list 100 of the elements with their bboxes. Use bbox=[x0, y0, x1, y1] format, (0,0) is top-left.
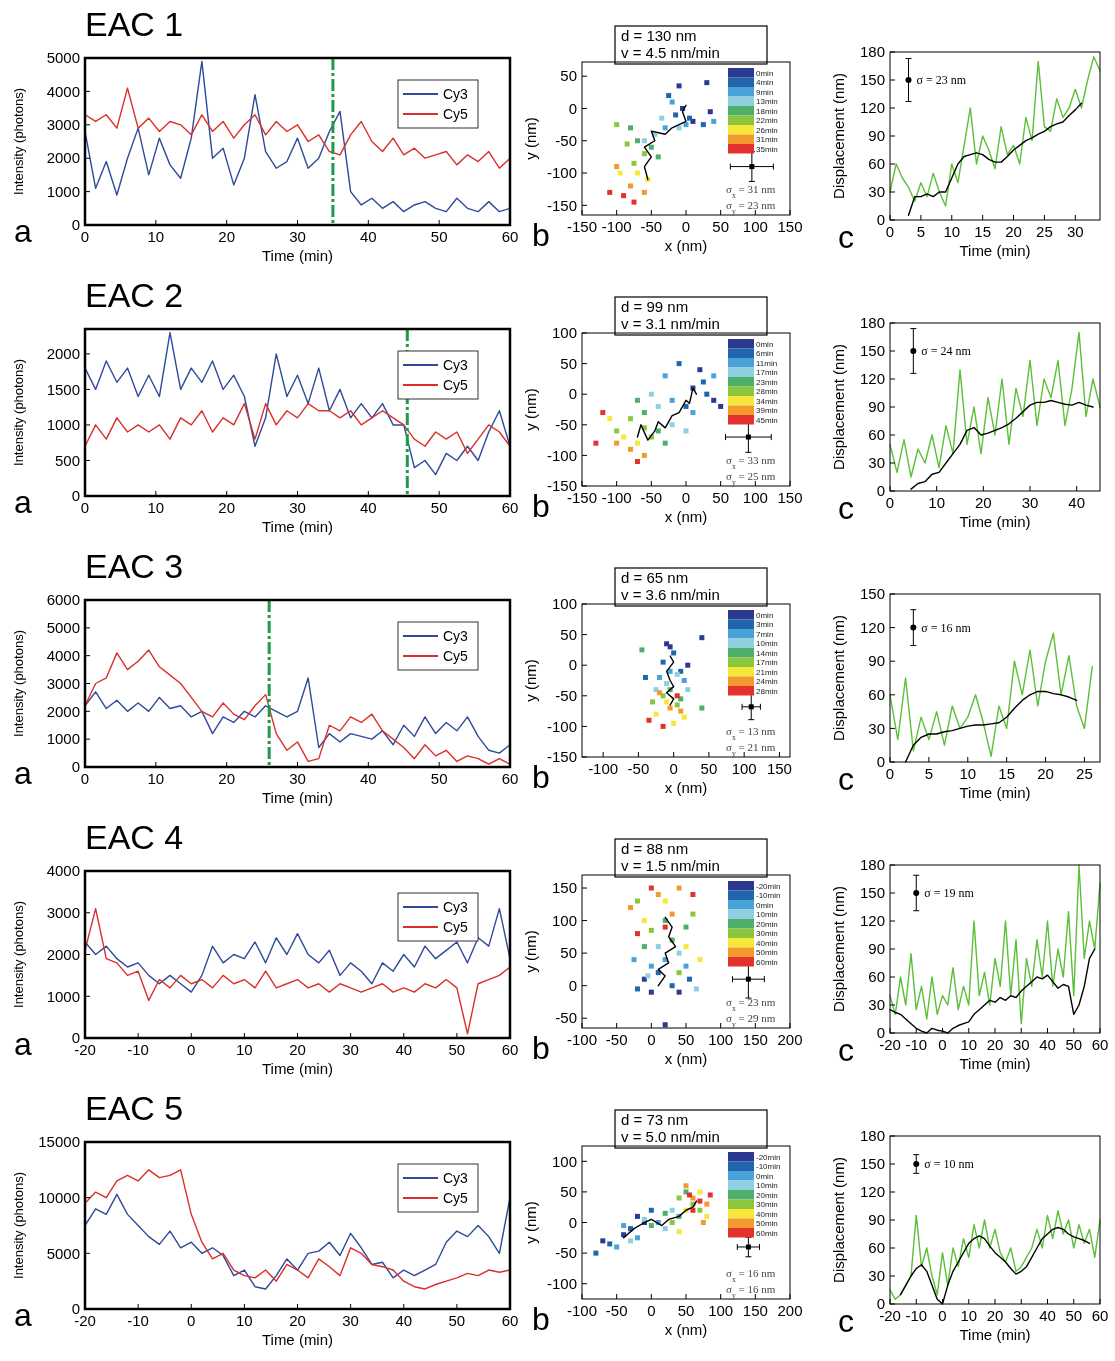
x-tick-label: 50 bbox=[712, 218, 730, 235]
y-tick-label: 1000 bbox=[46, 416, 80, 434]
y-tick-label: 50 bbox=[560, 944, 577, 962]
x-tick-label: 10 bbox=[147, 499, 165, 516]
y-tick-label: 2000 bbox=[46, 945, 80, 963]
y-tick-label: 180 bbox=[859, 43, 885, 61]
y-axis-title: Displacement (nm) bbox=[830, 73, 847, 199]
y-tick-label: 0 bbox=[568, 976, 577, 994]
x-tick-label: -10 bbox=[905, 1307, 928, 1324]
text: v = 3.6 nm/min bbox=[621, 586, 720, 603]
y-tick-label: 90 bbox=[868, 940, 885, 958]
legend-label: 60min bbox=[756, 957, 778, 967]
x-tick-label: 30 bbox=[1012, 1307, 1030, 1324]
annotation: σ$_{x}$ = 16 nm bbox=[726, 1267, 776, 1284]
legend-label: 0min bbox=[756, 900, 774, 910]
x-tick-label: 40 bbox=[359, 770, 377, 787]
y-tick-label: 60 bbox=[868, 1239, 885, 1257]
x-tick-label: 50 bbox=[677, 1031, 695, 1048]
annotation: σ = 16 nm bbox=[921, 620, 972, 635]
y-tick-label: -100 bbox=[546, 446, 577, 464]
y-tick-label: -100 bbox=[546, 164, 577, 182]
legend-label: Cy3 bbox=[443, 627, 469, 644]
text: a bbox=[14, 1297, 32, 1333]
x-tick-label: 50 bbox=[430, 499, 448, 516]
text: c bbox=[838, 1032, 854, 1068]
x-tick-label: 50 bbox=[712, 489, 730, 506]
x-tick-label: -50 bbox=[627, 760, 650, 777]
y-tick-label: 50 bbox=[560, 1183, 577, 1201]
text: b bbox=[532, 1301, 550, 1337]
legend-label: -20min bbox=[756, 1152, 781, 1162]
x-tick-label: 60 bbox=[501, 770, 519, 787]
legend-label: 20min bbox=[756, 1190, 778, 1200]
text: v = 3.1 nm/min bbox=[621, 315, 720, 332]
x-tick-label: 0 bbox=[647, 1302, 656, 1319]
y-tick-label: 2000 bbox=[46, 702, 80, 720]
y-tick-label: 60 bbox=[868, 686, 885, 704]
x-tick-label: 30 bbox=[1066, 223, 1084, 240]
legend-label: 6min bbox=[756, 349, 774, 359]
x-tick-label: 20 bbox=[1037, 765, 1054, 782]
y-axis-title: y (nm) bbox=[522, 930, 539, 973]
x-tick-label: -50 bbox=[605, 1302, 628, 1319]
x-tick-label: 150 bbox=[777, 489, 803, 506]
x-axis-title: Time (min) bbox=[959, 1326, 1031, 1343]
y-tick-label: 150 bbox=[551, 879, 577, 897]
x-tick-label: 10 bbox=[960, 1307, 978, 1324]
text: v = 4.5 nm/min bbox=[621, 44, 720, 61]
x-tick-label: 150 bbox=[742, 1302, 768, 1319]
y-tick-label: 120 bbox=[859, 618, 885, 636]
text: a bbox=[14, 213, 32, 249]
y-axis-title: Displacement (nm) bbox=[830, 886, 847, 1012]
annotation: σ$_{x}$ = 23 nm bbox=[726, 996, 776, 1013]
y-tick-label: 100 bbox=[551, 595, 577, 613]
legend-label: 13min bbox=[756, 97, 778, 107]
y-tick-label: 15000 bbox=[38, 1133, 80, 1151]
legend-label: 20min bbox=[756, 919, 778, 929]
annotation: σ$_{y}$ = 25 nm bbox=[726, 470, 776, 487]
y-axis-title: Intensity (photons) bbox=[11, 630, 26, 737]
y-tick-label: 180 bbox=[859, 314, 885, 332]
x-axis-title: x (nm) bbox=[664, 779, 708, 796]
y-tick-label: 150 bbox=[859, 884, 885, 902]
x-tick-label: -50 bbox=[605, 1031, 628, 1048]
x-tick-label: 0 bbox=[187, 1312, 196, 1329]
legend-label: Cy3 bbox=[443, 85, 469, 102]
y-tick-label: 5000 bbox=[46, 619, 80, 637]
y-tick-label: -50 bbox=[555, 132, 577, 150]
chart-title: EAC 1 bbox=[85, 5, 184, 43]
x-tick-label: 20 bbox=[974, 494, 992, 511]
x-axis-title: x (nm) bbox=[664, 508, 708, 525]
x-tick-label: 40 bbox=[359, 228, 377, 245]
y-tick-label: 180 bbox=[859, 856, 885, 874]
y-tick-label: 30 bbox=[868, 183, 885, 201]
x-axis-title: Time (min) bbox=[261, 1060, 334, 1077]
legend-label: 40min bbox=[756, 1209, 778, 1219]
x-tick-label: 60 bbox=[1091, 1307, 1109, 1324]
x-tick-label: -100 bbox=[601, 218, 632, 235]
y-tick-label: 4000 bbox=[46, 862, 80, 880]
x-tick-label: 20 bbox=[1005, 223, 1022, 240]
annotation: σ$_{y}$ = 21 nm bbox=[726, 741, 776, 758]
x-tick-label: 20 bbox=[218, 770, 236, 787]
legend-label: -10min bbox=[756, 1162, 781, 1172]
legend-label: 23min bbox=[756, 377, 778, 387]
legend-label: 35min bbox=[756, 144, 778, 154]
x-axis-title: x (nm) bbox=[664, 237, 708, 254]
y-tick-label: 5000 bbox=[46, 49, 80, 67]
y-tick-label: 3000 bbox=[46, 904, 80, 921]
legend-label: -10min bbox=[756, 891, 781, 901]
legend-label: 18min bbox=[756, 106, 778, 116]
y-tick-label: 90 bbox=[868, 398, 885, 416]
x-tick-label: 60 bbox=[501, 1312, 519, 1329]
annotation: σ$_{x}$ = 31 nm bbox=[726, 183, 776, 200]
y-tick-label: 150 bbox=[859, 585, 885, 603]
x-tick-label: 100 bbox=[742, 489, 768, 506]
x-axis-title: x (nm) bbox=[664, 1321, 708, 1338]
legend-label: 40min bbox=[756, 938, 778, 948]
y-tick-label: 100 bbox=[551, 911, 577, 929]
text: c bbox=[838, 219, 854, 255]
y-tick-label: 50 bbox=[560, 354, 577, 372]
x-tick-label: -10 bbox=[127, 1312, 149, 1329]
x-tick-label: 50 bbox=[1065, 1036, 1083, 1053]
x-tick-label: 0 bbox=[938, 1036, 947, 1053]
